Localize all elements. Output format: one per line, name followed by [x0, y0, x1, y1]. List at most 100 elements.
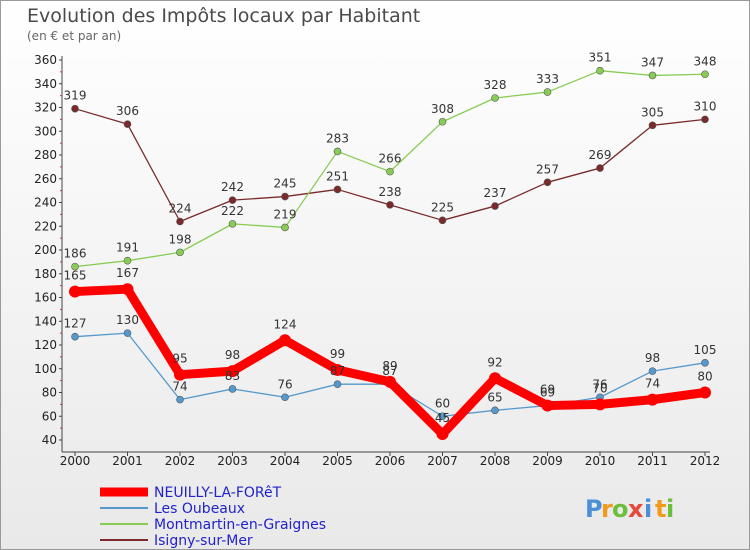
data-point: [331, 363, 344, 376]
data-point: [596, 66, 604, 75]
brand-logo-letter: P: [585, 495, 603, 523]
data-label: 347: [641, 55, 664, 69]
data-label: 333: [536, 72, 559, 86]
data-label: 83: [225, 369, 240, 383]
data-label: 269: [589, 148, 612, 162]
y-tick-label: 100: [34, 362, 57, 376]
legend-label: Montmartin-en-Graignes: [154, 517, 326, 533]
data-label: 310: [694, 99, 717, 113]
data-point: [176, 395, 184, 404]
data-point: [438, 117, 447, 126]
y-tick-label: 40: [42, 433, 57, 447]
y-tick-label: 160: [34, 291, 57, 305]
data-point: [386, 201, 394, 209]
x-tick-label: 2012: [690, 454, 721, 468]
data-label: 127: [64, 317, 87, 331]
x-tick-label: 2003: [217, 454, 248, 468]
data-point: [69, 285, 81, 298]
data-point: [701, 70, 709, 79]
x-tick-label: 2008: [480, 454, 511, 468]
data-label: 198: [169, 232, 192, 246]
brand-logo-letter: o: [612, 495, 629, 523]
data-label: 74: [172, 380, 187, 394]
data-label: 245: [274, 177, 297, 191]
data-label: 69: [540, 383, 555, 397]
x-tick-label: 2005: [322, 454, 353, 468]
brand-logo-letter: r: [601, 495, 613, 523]
data-label: 237: [484, 186, 507, 200]
data-label: 98: [225, 348, 240, 362]
data-label: 251: [326, 169, 349, 183]
y-tick-label: 360: [34, 53, 57, 67]
data-label: 219: [274, 207, 297, 221]
data-point: [543, 88, 552, 96]
y-tick-label: 120: [34, 338, 57, 352]
data-label: 238: [379, 185, 402, 199]
data-label: 70: [592, 381, 607, 395]
x-tick-label: 2007: [427, 454, 458, 468]
data-label: 74: [645, 377, 660, 391]
data-label: 92: [487, 355, 502, 369]
y-tick-label: 140: [34, 314, 57, 328]
data-label: 130: [116, 313, 139, 327]
x-tick-label: 2009: [532, 454, 563, 468]
data-point: [228, 220, 237, 228]
x-tick-label: 2000: [60, 454, 91, 468]
data-point: [384, 375, 396, 388]
data-label: 105: [694, 343, 717, 357]
data-point: [228, 196, 237, 204]
x-tick-label: 2010: [585, 454, 616, 468]
data-point: [489, 372, 501, 385]
data-point: [646, 393, 659, 406]
data-point: [648, 121, 657, 130]
data-point: [71, 262, 79, 271]
data-label: 76: [277, 377, 292, 391]
data-point: [543, 178, 552, 187]
brand-logo-letter: t: [655, 495, 666, 523]
data-label: 186: [64, 247, 87, 261]
data-label: 222: [221, 204, 244, 218]
data-point: [436, 428, 449, 441]
data-point: [228, 385, 237, 393]
data-point: [541, 399, 554, 412]
data-label: 328: [484, 78, 507, 92]
data-label: 191: [116, 241, 139, 255]
x-tick-label: 2004: [270, 454, 301, 468]
data-point: [176, 248, 184, 257]
data-point: [123, 120, 132, 128]
chart-subtitle: (en € et par an): [27, 29, 122, 43]
data-point: [333, 147, 342, 156]
legend-label: Les Oubeaux: [154, 501, 245, 517]
x-tick-label: 2011: [637, 454, 668, 468]
data-point: [279, 334, 291, 347]
data-label: 87: [330, 364, 345, 378]
data-point: [701, 115, 709, 124]
data-point: [281, 223, 289, 232]
data-label: 225: [431, 200, 454, 214]
x-tick-label: 2002: [165, 454, 196, 468]
y-tick-label: 320: [34, 101, 57, 115]
data-label: 266: [379, 152, 402, 166]
data-label: 283: [326, 131, 349, 145]
data-label: 89: [382, 359, 397, 373]
data-point: [123, 256, 132, 265]
data-point: [281, 393, 289, 402]
data-point: [648, 367, 657, 375]
data-point: [386, 167, 394, 176]
data-label: 99: [330, 347, 345, 361]
y-tick-label: 60: [42, 409, 57, 423]
data-label: 348: [694, 54, 717, 68]
data-point: [174, 368, 186, 381]
data-point: [176, 217, 184, 226]
data-point: [333, 380, 342, 388]
data-label: 165: [64, 269, 87, 283]
data-label: 167: [116, 266, 139, 280]
data-point: [71, 104, 79, 113]
data-label: 69: [540, 386, 555, 400]
x-tick-label: 2006: [375, 454, 406, 468]
data-point: [121, 283, 134, 296]
y-tick-label: 260: [34, 172, 57, 186]
legend-label: Isigny-sur-Mer: [154, 533, 253, 549]
